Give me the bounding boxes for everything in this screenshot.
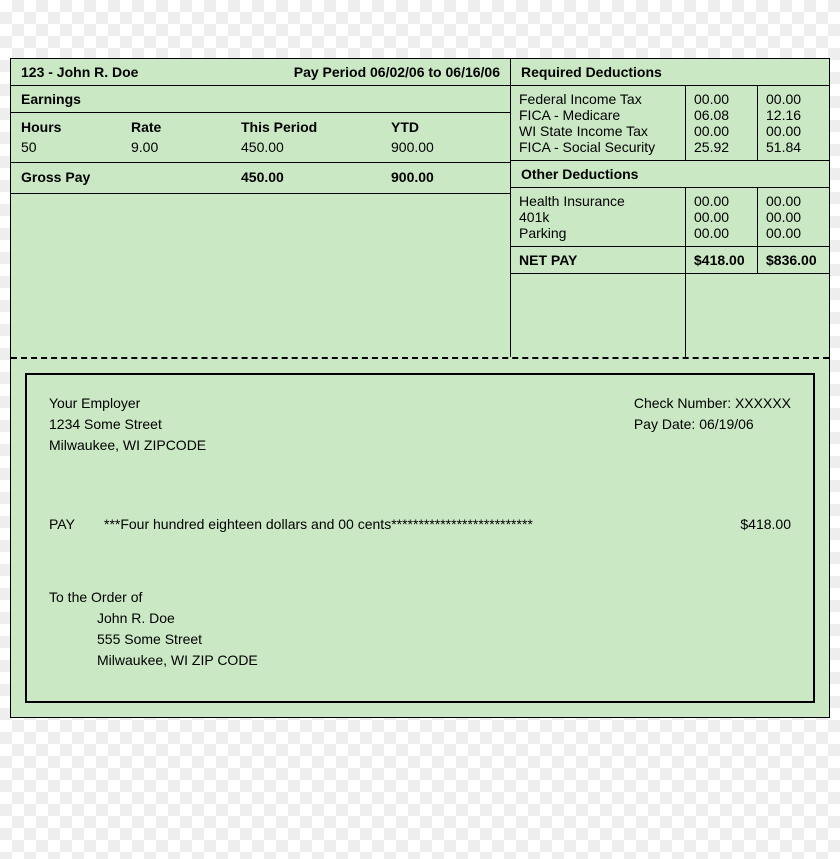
- ded-ytd: 12.16: [766, 107, 821, 123]
- col-rate: Rate: [131, 118, 241, 138]
- required-deductions-title: Required Deductions: [511, 59, 829, 86]
- stub-top: 123 - John R. Doe Pay Period 06/02/06 to…: [11, 59, 829, 359]
- pay-label: PAY: [49, 516, 104, 532]
- check-number: Check Number: XXXXXX: [634, 393, 791, 414]
- other-deductions-title: Other Deductions: [511, 161, 829, 188]
- gross-pay-period: 450.00: [241, 168, 391, 188]
- header-row: 123 - John R. Doe Pay Period 06/02/06 to…: [11, 59, 510, 86]
- pay-text: ***Four hundred eighteen dollars and 00 …: [104, 516, 740, 532]
- payee-citystate: Milwaukee, WI ZIP CODE: [49, 650, 791, 671]
- ded-label: 401k: [519, 209, 677, 225]
- ded-ytd: 00.00: [766, 209, 821, 225]
- net-pay-ytd: $836.00: [757, 247, 829, 273]
- ded-ytd: 00.00: [766, 91, 821, 107]
- ded-label: Health Insurance: [519, 193, 677, 209]
- other-deductions-grid: Health Insurance 401k Parking 00.00 00.0…: [511, 188, 829, 247]
- ded-period: 00.00: [694, 123, 749, 139]
- required-deductions-grid: Federal Income Tax FICA - Medicare WI St…: [511, 86, 829, 161]
- stub-right: Required Deductions Federal Income Tax F…: [511, 59, 829, 357]
- net-pay-row: NET PAY $418.00 $836.00: [511, 247, 829, 274]
- pay-date: Pay Date: 06/19/06: [634, 414, 791, 435]
- earnings-title: Earnings: [11, 86, 510, 113]
- ded-period: 06.08: [694, 107, 749, 123]
- val-this-period: 450.00: [241, 138, 391, 158]
- net-pay-period: $418.00: [685, 247, 757, 273]
- pay-amount: $418.00: [740, 516, 791, 532]
- check: Your Employer 1234 Some Street Milwaukee…: [25, 373, 815, 703]
- employer-citystate: Milwaukee, WI ZIPCODE: [49, 435, 206, 456]
- check-meta: Check Number: XXXXXX Pay Date: 06/19/06: [634, 393, 791, 456]
- ded-period: 00.00: [694, 225, 749, 241]
- val-hours: 50: [21, 138, 131, 158]
- stub-left-fill: [11, 194, 510, 357]
- earnings-grid: Hours 50 Rate 9.00 This Period 450.00 YT…: [11, 113, 510, 163]
- payee-name: John R. Doe: [49, 608, 791, 629]
- employer-street: 1234 Some Street: [49, 414, 206, 435]
- ded-period: 00.00: [694, 91, 749, 107]
- ded-period: 00.00: [694, 209, 749, 225]
- ded-label: Federal Income Tax: [519, 91, 677, 107]
- ded-ytd: 51.84: [766, 139, 821, 155]
- net-pay-label: NET PAY: [511, 247, 685, 273]
- payee-street: 555 Some Street: [49, 629, 791, 650]
- gross-pay-row: Gross Pay 450.00 900.00: [11, 163, 510, 194]
- ded-ytd: 00.00: [766, 225, 821, 241]
- order-of-label: To the Order of: [49, 587, 791, 608]
- employer-block: Your Employer 1234 Some Street Milwaukee…: [49, 393, 206, 456]
- employer-name: Your Employer: [49, 393, 206, 414]
- ded-period: 00.00: [694, 193, 749, 209]
- col-hours: Hours: [21, 118, 131, 138]
- ded-ytd: 00.00: [766, 193, 821, 209]
- pay-period: Pay Period 06/02/06 to 06/16/06: [294, 64, 500, 80]
- col-ytd: YTD: [391, 118, 500, 138]
- ded-label: Parking: [519, 225, 677, 241]
- ded-label: FICA - Medicare: [519, 107, 677, 123]
- col-this-period: This Period: [241, 118, 391, 138]
- ded-label: WI State Income Tax: [519, 123, 677, 139]
- val-rate: 9.00: [131, 138, 241, 158]
- stub-right-fill: [511, 274, 829, 357]
- gross-pay-label: Gross Pay: [21, 168, 131, 188]
- gross-pay-ytd: 900.00: [391, 168, 500, 188]
- ded-period: 25.92: [694, 139, 749, 155]
- ded-label: FICA - Social Security: [519, 139, 677, 155]
- stub-left: 123 - John R. Doe Pay Period 06/02/06 to…: [11, 59, 511, 357]
- pay-line: PAY ***Four hundred eighteen dollars and…: [49, 516, 791, 532]
- paystub: 123 - John R. Doe Pay Period 06/02/06 to…: [10, 58, 830, 718]
- employee-id-name: 123 - John R. Doe: [21, 64, 138, 80]
- payee-block: To the Order of John R. Doe 555 Some Str…: [49, 587, 791, 671]
- val-ytd: 900.00: [391, 138, 500, 158]
- ded-ytd: 00.00: [766, 123, 821, 139]
- check-top: Your Employer 1234 Some Street Milwaukee…: [49, 393, 791, 456]
